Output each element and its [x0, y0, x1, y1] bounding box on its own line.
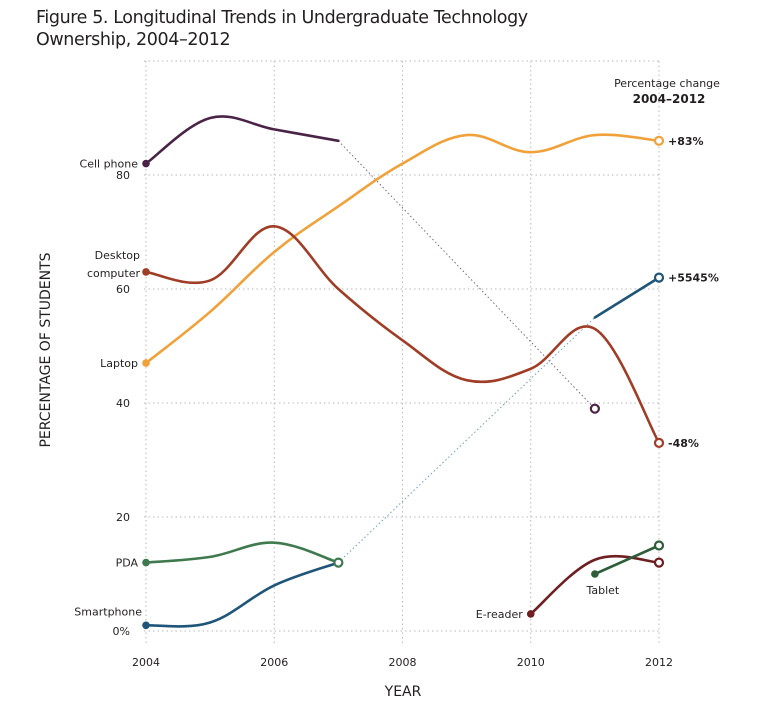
cell-phone-start-marker: [142, 159, 150, 168]
pda-line: [144, 541, 340, 564]
y-axis-title: PERCENTAGE OF STUDENTS: [38, 252, 54, 447]
legend-header-line-1: Percentage change: [614, 77, 720, 90]
x-tick-label: 2012: [645, 656, 673, 669]
series-labels: Cell phone Laptop +83% Desktop computer -48% P…: [74, 135, 719, 621]
x-tick-label: 2004: [132, 656, 160, 669]
desktop-computer-label: Desktop: [95, 249, 140, 262]
desktop-computer-change-label: -48%: [668, 437, 699, 450]
x-tick-label: 2006: [260, 656, 288, 669]
desktop-computer-label: computer: [87, 267, 141, 280]
smartphone-end-marker: [653, 272, 665, 283]
smartphone-gap-connector: [338, 317, 596, 563]
series-lines: [144, 115, 661, 628]
cell-phone-connector: [338, 140, 596, 410]
desktop-computer-start-marker: [142, 268, 150, 276]
laptop-start-marker: [142, 359, 150, 367]
cell-phone-label: Cell phone: [80, 158, 139, 171]
smartphone-line-segment-2: [593, 276, 661, 319]
legend-header-line-2: 2004–2012: [633, 92, 706, 106]
laptop-line: [144, 133, 661, 365]
chart-title: Figure 5. Longitudinal Trends in Undergr…: [36, 7, 556, 51]
y-tick-label: 40: [116, 397, 130, 410]
smartphone-label: Smartphone: [74, 605, 142, 618]
tablet-line: [593, 544, 661, 576]
y-tick-label: 60: [116, 283, 130, 296]
x-tick-label: 2008: [389, 656, 417, 669]
desktop-computer-end-marker: [653, 437, 665, 448]
grid: [144, 60, 661, 645]
cell-phone-end-marker: [589, 403, 600, 414]
series-markers: [142, 135, 665, 630]
cell-phone-line: [144, 115, 340, 165]
chart-title-line-1: Figure 5. Longitudinal Trends in Undergr…: [36, 8, 528, 28]
e-reader-end-marker: [653, 557, 665, 568]
e-reader-label: E-reader: [476, 608, 523, 621]
y-tick-label: 0%: [113, 625, 130, 638]
connectors: [338, 140, 596, 563]
y-tick-label: 20: [116, 511, 130, 524]
smartphone-start-marker: [142, 621, 150, 630]
axis-ticks: 0% 20 40 60 80 2004 2006 2008 2010 2012: [113, 169, 673, 669]
e-reader-line: [529, 554, 661, 616]
smartphone-line: [144, 561, 340, 628]
tablet-end-marker: [653, 540, 665, 551]
pda-end-marker: [333, 557, 344, 568]
laptop-change-label: +83%: [668, 135, 704, 148]
desktop-computer-line: [144, 224, 661, 445]
laptop-label: Laptop: [100, 357, 138, 370]
x-axis-title: YEAR: [384, 684, 422, 700]
e-reader-start-marker: [526, 610, 535, 618]
tablet-label: Tablet: [585, 584, 619, 597]
pda-start-marker: [142, 558, 150, 567]
smartphone-change-label: +5545%: [668, 272, 719, 285]
y-tick-label: 80: [116, 169, 130, 182]
laptop-end-marker: [653, 135, 665, 146]
x-tick-label: 2010: [517, 656, 545, 669]
pda-label: PDA: [116, 557, 139, 570]
tablet-start-marker: [591, 570, 599, 578]
chart-title-line-2: Ownership, 2004–2012: [36, 30, 231, 50]
